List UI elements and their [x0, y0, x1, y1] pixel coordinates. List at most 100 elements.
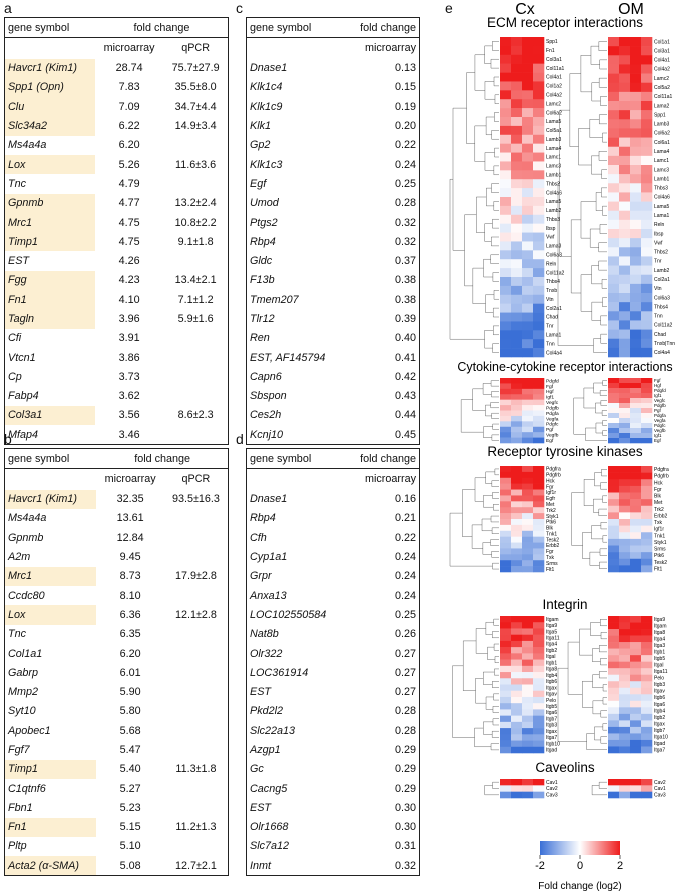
heatmap-gene-label: Ptk6	[546, 520, 556, 526]
heatmap-cell	[608, 174, 620, 184]
dendrogram-branch	[602, 297, 607, 307]
heatmap-cell	[511, 542, 523, 549]
qpcr-value-cell	[163, 329, 228, 348]
heatmap-cell	[619, 388, 631, 394]
dendrogram-branch	[475, 678, 487, 704]
heatmap-cell	[630, 423, 642, 429]
table-row: Syt10 5.80	[5, 702, 229, 721]
heatmap-gene-label: Trk2	[546, 508, 556, 514]
heatmap-gene-label: Itgb3	[546, 723, 557, 729]
heatmap-cell	[630, 720, 642, 728]
heatmap-cell	[511, 394, 523, 400]
microarray-value-cell: 6.01	[119, 666, 141, 679]
heatmap-cell	[511, 678, 523, 685]
dendrogram-branch	[600, 632, 607, 640]
heatmap-gene-label: Itga10	[654, 734, 668, 740]
heatmap-cell	[619, 642, 631, 649]
dendrogram-branch	[599, 548, 607, 556]
dendrogram-branch	[485, 471, 495, 484]
dendrogram-om	[557, 41, 607, 353]
qpcr-value-cell	[164, 663, 229, 682]
heatmap-cell	[630, 655, 642, 662]
panel-letter-a: a	[4, 0, 12, 16]
qpcr-value-cell	[164, 547, 229, 566]
gene-symbol-cell: EST	[8, 255, 29, 268]
heatmap-gene-label: Vwf	[546, 235, 555, 241]
heatmap-cell	[608, 655, 620, 662]
dendrogram-branch	[600, 522, 607, 530]
heatmap-cell	[608, 616, 620, 623]
heatmap-gene-label: Itgb4	[546, 673, 557, 679]
dendrogram-branch	[569, 73, 581, 147]
heatmap-cell	[619, 302, 631, 312]
gene-symbol-cell: Fbn1	[8, 801, 33, 814]
microarray-value-cell: 0.31	[394, 840, 416, 853]
table-row: Capn6 0.42	[247, 367, 420, 386]
dendrogram-branch	[494, 668, 499, 676]
heatmap-gene-label: Itga7	[546, 735, 557, 741]
heatmap-cell	[511, 647, 523, 654]
heatmap-cell	[608, 525, 620, 533]
heatmap-gene-label: Fgr	[546, 549, 554, 555]
microarray-value-cell: 7.83	[118, 81, 140, 94]
heatmap-gene-label: Reln	[654, 222, 665, 228]
heatmap-cell	[533, 388, 545, 395]
heatmap-cell	[522, 250, 534, 260]
dendrogram-om	[573, 380, 607, 441]
heatmap-gene-label: Srms	[654, 547, 666, 553]
gene-symbol-cell: Gpnmb	[4, 193, 95, 213]
heatmap-cell	[641, 648, 653, 656]
heatmap-cell	[522, 312, 534, 322]
heatmap-cell	[511, 785, 523, 792]
heatmap-cell	[500, 312, 512, 322]
heatmap-cell	[619, 128, 631, 138]
heatmap-cell	[630, 283, 642, 294]
microarray-value-cell: 0.32	[394, 216, 416, 229]
heatmap-cell	[619, 428, 631, 434]
heatmap-gene-label: Tesk2	[546, 537, 559, 543]
heatmap-cell	[522, 277, 534, 287]
microarray-value-cell: 5.68	[119, 724, 141, 737]
table-row: Fn1 4.10 7.1±1.2	[4, 290, 229, 310]
heatmap-cell	[511, 530, 523, 537]
heatmap-gene-label: Tnn	[654, 314, 663, 320]
qpcr-value-cell: 8.6±2.3	[177, 409, 214, 422]
microarray-value-cell: 32.35	[116, 493, 144, 506]
heatmap-cell	[500, 37, 512, 47]
heatmap-cell	[533, 566, 545, 573]
heatmap-cell	[500, 415, 512, 422]
heatmap-gene-label: Pelo	[654, 676, 664, 682]
heatmap-gene-label: Hck	[546, 478, 555, 484]
dendrogram-branch	[600, 333, 607, 344]
colorbar-label: Fold change (log2)	[538, 881, 621, 892]
heatmap-cell	[511, 259, 523, 269]
microarray-value-cell: 0.25	[394, 608, 416, 621]
heatmap-cell	[608, 635, 620, 643]
heatmap-cell	[522, 72, 534, 82]
dendrogram-branch	[484, 152, 495, 171]
heatmap-gene-label: Vegfc	[546, 400, 559, 406]
heatmap-cell	[500, 560, 512, 567]
heatmap-cell	[608, 413, 620, 419]
heatmap-cell	[522, 501, 534, 508]
heatmap-cell	[533, 554, 545, 561]
dendrogram-branch	[573, 397, 586, 435]
qpcr-value-cell: 93.5±16.3	[171, 493, 220, 506]
dendrogram-branch	[494, 468, 499, 476]
heatmap-cell	[619, 265, 631, 276]
dendrogram-branch	[474, 477, 486, 502]
heatmap-cell	[641, 713, 653, 721]
heatmap-cell	[608, 622, 620, 630]
gene-symbol-cell: Anxa13	[250, 589, 287, 602]
header-gene-symbol: gene symbol	[4, 448, 97, 469]
heatmap-cell	[608, 733, 620, 741]
heatmap-cell	[641, 110, 653, 120]
dendrogram-branch	[490, 380, 499, 387]
heatmap-cell	[533, 232, 545, 242]
heatmap-gene-label: Itgb2	[546, 648, 557, 654]
heatmap-cell	[630, 648, 642, 656]
heatmap-gene-label: Tnxb|Tnn	[654, 341, 675, 347]
dendrogram-branch	[590, 622, 602, 636]
heatmap-cell	[608, 55, 620, 65]
dendrogram-branch	[483, 259, 493, 278]
